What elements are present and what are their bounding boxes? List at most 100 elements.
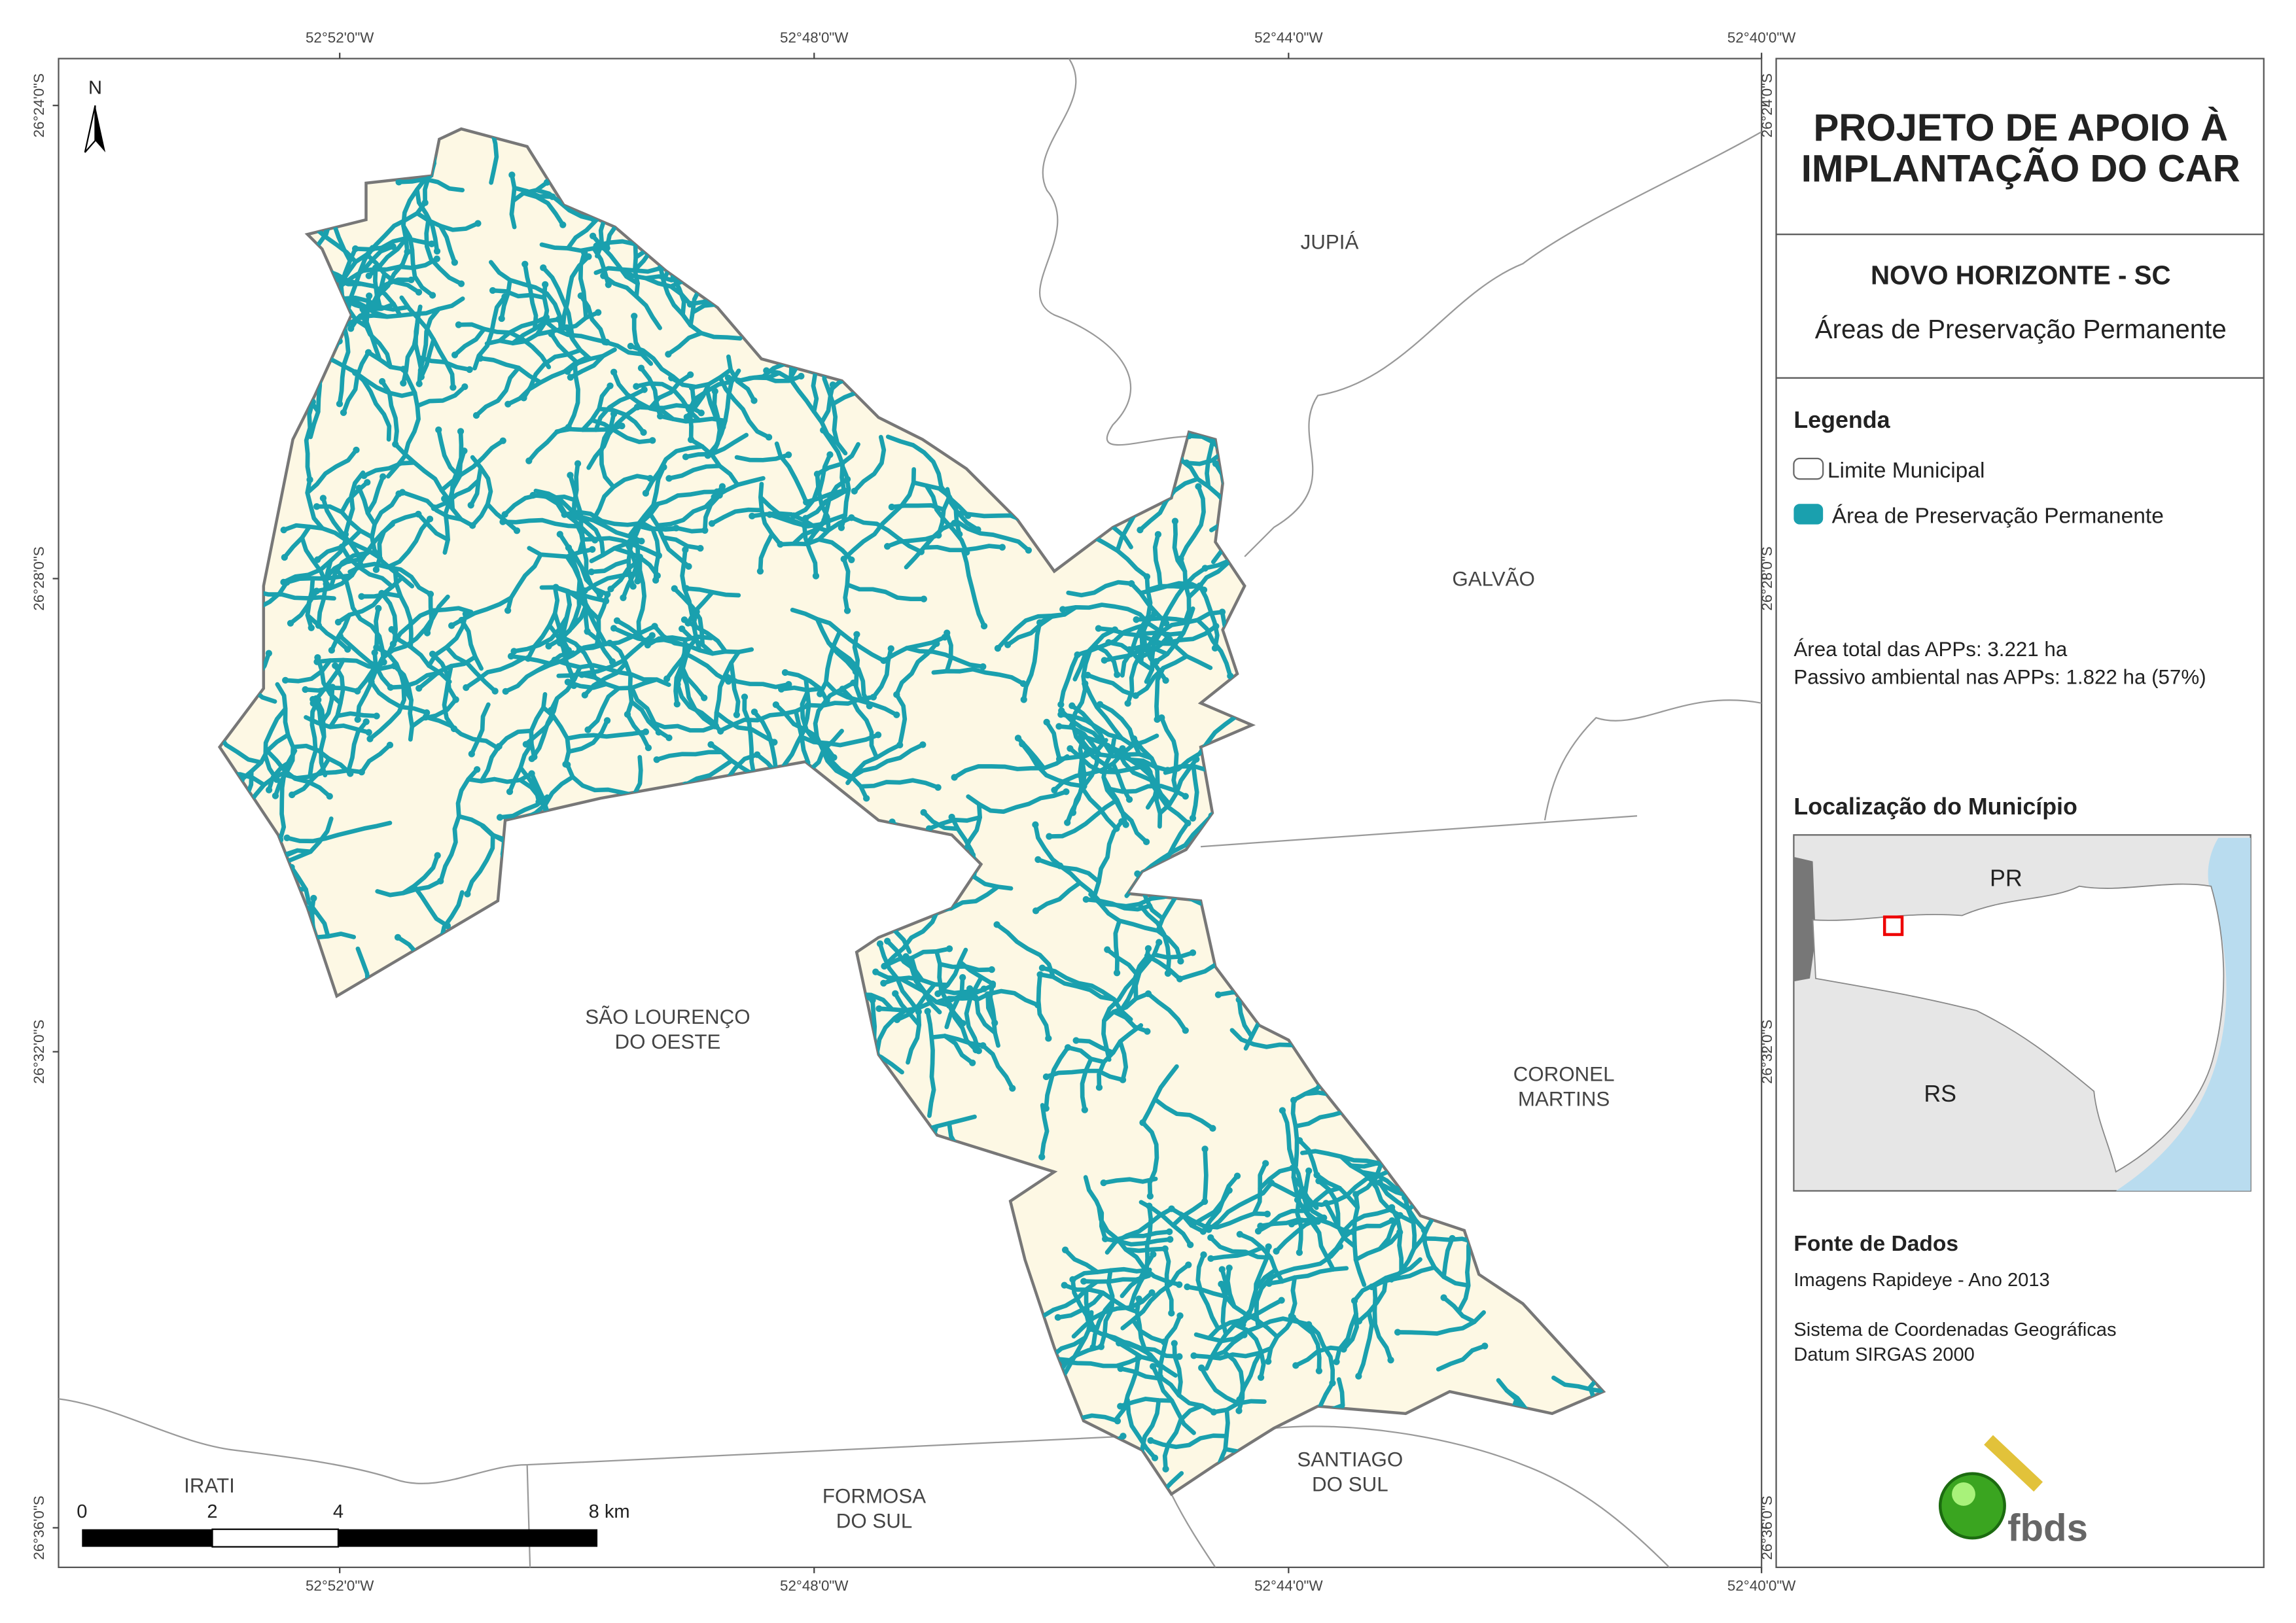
stream: [365, 474, 385, 515]
stream-end: [601, 338, 609, 345]
stream-end: [1333, 1358, 1340, 1365]
stream-end: [559, 221, 567, 228]
stream: [817, 629, 842, 697]
stream-end: [1114, 1418, 1122, 1425]
stream-end: [649, 437, 656, 444]
stream: [1125, 630, 1159, 706]
stream-end: [633, 404, 641, 411]
stream-end: [772, 701, 780, 708]
stream: [285, 573, 355, 585]
stream: [561, 635, 597, 680]
stream-end: [652, 576, 660, 584]
stream-end: [944, 629, 951, 637]
stream: [712, 476, 766, 500]
stream-end: [1289, 1164, 1296, 1172]
stream-end: [1273, 1248, 1280, 1255]
stream: [625, 712, 651, 750]
stream-end: [642, 489, 650, 497]
stream: [489, 260, 563, 332]
stream-end: [498, 315, 505, 323]
stream-end: [627, 342, 635, 350]
stream-end: [1100, 1179, 1107, 1187]
stream: [929, 1034, 985, 1048]
stream: [1152, 1096, 1215, 1131]
stream-end: [1131, 1571, 1138, 1577]
boundary: [526, 1435, 1142, 1567]
stream: [266, 758, 295, 792]
stream-end: [1162, 1465, 1169, 1473]
legend-swatch: [1793, 504, 1824, 525]
stream-end: [513, 527, 521, 534]
stream: [593, 387, 647, 432]
stream-end: [328, 646, 336, 654]
stream-end: [1184, 1283, 1191, 1291]
ocean: [2115, 837, 2251, 1191]
stream-end: [415, 288, 423, 296]
stream-end: [326, 793, 333, 800]
stream: [1125, 1397, 1157, 1461]
stream-end: [1322, 1200, 1330, 1207]
stream-end: [595, 309, 602, 316]
stream: [1232, 1322, 1266, 1380]
stream-end: [605, 281, 612, 288]
stream-end: [830, 754, 838, 761]
stream-end: [1340, 1227, 1347, 1235]
stream-end: [1025, 547, 1033, 554]
stream: [1353, 1230, 1402, 1263]
stream-end: [980, 622, 988, 630]
stream: [877, 941, 921, 1014]
stream-end: [1257, 1374, 1265, 1381]
stream: [423, 714, 500, 750]
stream-end: [450, 384, 457, 391]
stream-end: [1105, 638, 1112, 646]
stream: [1369, 1265, 1437, 1289]
stream: [565, 729, 648, 741]
stream: [357, 485, 378, 527]
stream: [571, 461, 580, 519]
stream-end: [565, 647, 573, 654]
stream-end: [1190, 1352, 1197, 1359]
stream-end: [1214, 991, 1222, 998]
stream: [1131, 1318, 1167, 1344]
stream-end: [306, 476, 313, 483]
stream-end: [665, 475, 673, 482]
stream-end: [415, 685, 423, 692]
stream-end: [1074, 651, 1081, 659]
stream-end: [1201, 565, 1209, 572]
stream-end: [840, 555, 847, 563]
stream-end: [998, 544, 1006, 551]
stream-end: [340, 409, 347, 416]
stream-end: [1183, 459, 1190, 466]
stream: [495, 728, 534, 750]
stream-end: [1315, 1367, 1323, 1374]
stream: [465, 832, 495, 896]
stream-end: [1061, 1246, 1069, 1253]
stream-end: [1266, 1274, 1274, 1282]
stream-end: [387, 684, 394, 691]
stream: [1377, 1180, 1427, 1232]
stream: [305, 477, 325, 531]
stream: [364, 252, 421, 295]
stream-end: [1177, 555, 1184, 563]
stream-end: [951, 774, 958, 781]
stream: [1039, 1103, 1050, 1159]
stream: [565, 762, 637, 798]
stream: [315, 528, 363, 562]
stream: [1372, 1282, 1393, 1363]
stream: [548, 665, 582, 712]
stream: [614, 618, 650, 648]
stream-end: [1144, 1028, 1151, 1035]
stream-end: [733, 711, 741, 718]
stream-end: [1227, 672, 1234, 680]
stream: [758, 532, 775, 574]
stream: [529, 692, 548, 759]
stream: [339, 480, 370, 515]
stream-end: [607, 382, 614, 389]
stream-end: [589, 546, 596, 553]
stream-end: [1235, 1407, 1243, 1414]
stream: [921, 544, 1005, 553]
scale-label: 0: [77, 1501, 87, 1522]
stream: [882, 907, 940, 969]
stream: [1070, 1266, 1152, 1282]
stream-end: [358, 769, 365, 776]
